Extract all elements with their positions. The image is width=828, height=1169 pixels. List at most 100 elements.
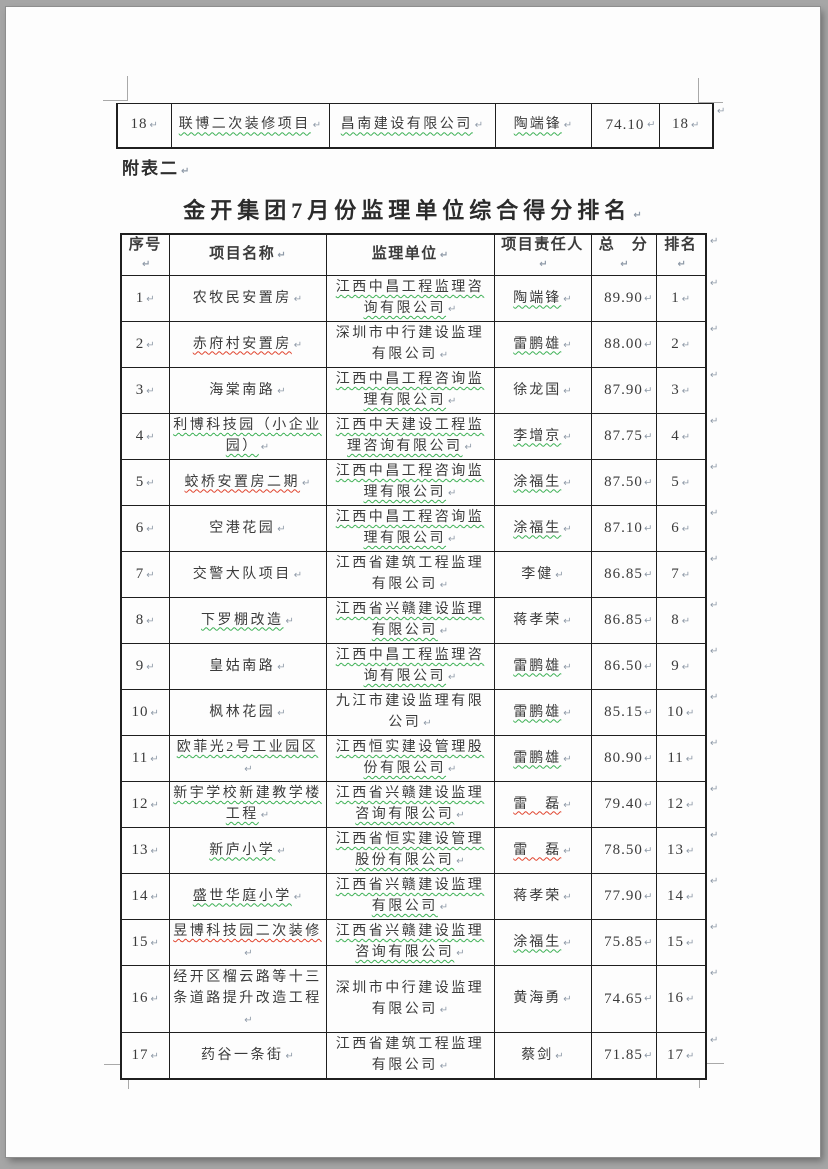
end-of-cell-mark: ↵ — [686, 994, 695, 1005]
cell-text: 黄海勇 — [513, 991, 562, 1006]
cell-text: 江西中昌工程咨询监理有限公司 — [335, 464, 485, 500]
cell-text: 空港花园 — [209, 520, 276, 536]
end-of-cell-mark: ↵ — [681, 661, 691, 673]
page-title: 金开集团7月份监理单位综合得分排名 — [183, 198, 632, 223]
cell-text: 李增京 — [513, 428, 562, 444]
cell-text: 1 — [671, 289, 680, 306]
end-of-cell-mark: ↵ — [563, 661, 572, 673]
end-of-cell-mark: ↵ — [439, 626, 449, 637]
end-of-cell-mark: ↵ — [644, 799, 653, 810]
cell-rank: 17 ↵ — [655, 1032, 707, 1080]
cell-seq: 14 ↵ — [120, 873, 170, 920]
end-of-cell-mark: ↵ — [150, 799, 159, 811]
document-title-line: 金开集团7月份监理单位综合得分排名 ↵ — [120, 193, 705, 225]
cell-score: 87.90 ↵ — [590, 367, 657, 414]
cell-text: 88.00 — [604, 336, 643, 352]
cell-text: 9 — [671, 657, 680, 674]
end-of-cell-mark: ↵ — [146, 569, 155, 581]
cell-text: 江西省兴赣建设监理咨询有限公司 — [335, 924, 485, 960]
table-row: 14 ↵ 盛世华庭小学 ↵ 江西省兴赣建设监理有限公司 ↵ 蒋孝荣 ↵ 77.90 ↵ 14 ↵ — [120, 873, 707, 920]
cell-text: 15 — [667, 933, 685, 950]
end-of-row-mark: ↵ — [710, 646, 719, 657]
cell-person: 蒋孝荣 ↵ — [493, 597, 592, 644]
cell-text: 新宇学校新建教学楼工程 — [173, 786, 322, 822]
cell-text: 74.65 — [604, 990, 643, 1007]
cell-text: 雷 磊 — [513, 796, 562, 812]
cell-score: 80.90 ↵ — [590, 735, 657, 782]
end-of-cell-mark: ↵ — [644, 477, 653, 488]
end-of-cell-mark: ↵ — [146, 523, 155, 535]
end-of-cell-mark: ↵ — [146, 293, 155, 305]
cell-text: 江西省建筑工程监理有限公司 — [335, 1037, 485, 1073]
cell-text: 10 — [131, 703, 149, 720]
cell-seq: 1 ↵ — [120, 275, 170, 322]
end-of-cell-mark: ↵ — [563, 994, 572, 1005]
end-of-cell-mark: ↵ — [456, 810, 465, 821]
cell-rank: 16 ↵ — [655, 965, 707, 1033]
end-of-cell-mark: ↵ — [464, 442, 473, 453]
end-of-cell-mark: ↵ — [686, 891, 695, 903]
cell-company: 江西省兴赣建设监理咨询有限公司 ↵ — [325, 781, 495, 828]
cell-score: 78.50 ↵ — [590, 827, 657, 874]
cell-project: 联博二次装修项目 ↵ — [170, 103, 330, 148]
paragraph-mark: ↵ — [633, 210, 642, 221]
table-row: 5 ↵ 蛟桥安置房二期 ↵ 江西中昌工程咨询监理有限公司 ↵ 涂福生 ↵ 87.50 ↵ 5 ↵ — [120, 459, 707, 506]
cell-text: 5 — [135, 473, 145, 490]
end-of-row-mark: ↵ — [710, 876, 719, 887]
end-of-cell-mark: ↵ — [647, 119, 656, 131]
cell-text: 雷鹏雄 — [513, 750, 562, 766]
cell-score: 74.65 ↵ — [590, 965, 657, 1033]
cell-text: 71.85 — [604, 1047, 643, 1063]
cell-seq: 6 ↵ — [120, 505, 170, 552]
end-of-cell-mark: ↵ — [448, 488, 457, 499]
cell-person: 涂福生 ↵ — [493, 505, 592, 552]
cell-project: 昱博科技园二次装修 ↵ — [168, 919, 327, 966]
cell-text: 涂福生 — [513, 474, 562, 490]
cell-text: 87.90 — [604, 382, 643, 398]
cell-text: 深圳市中行建设监理有限公司 — [335, 980, 485, 1017]
cell-company: 深圳市中行建设监理有限公司 ↵ — [325, 321, 495, 368]
cell-text: 深圳市中行建设监理有限公司 — [335, 326, 485, 362]
cell-text: 农牧民安置房 — [192, 290, 292, 306]
cell-rank: 1 ↵ — [655, 275, 707, 322]
cell-text: 2 — [135, 335, 145, 352]
cell-text: 联博二次装修项目 — [178, 117, 311, 133]
end-of-cell-mark: ↵ — [146, 339, 155, 351]
column-header: 项目责任人 ↵ — [493, 233, 592, 276]
end-of-cell-mark: ↵ — [563, 431, 572, 443]
end-of-cell-mark: ↵ — [644, 1050, 653, 1061]
table-row: 7 ↵ 交警大队项目 ↵ 江西省建筑工程监理有限公司 ↵ 李健 ↵ 86.85 ↵ 7 ↵ — [120, 551, 707, 598]
end-of-cell-mark: ↵ — [474, 120, 484, 132]
end-of-cell-mark: ↵ — [146, 661, 155, 673]
cell-project: 盛世华庭小学 ↵ — [168, 873, 327, 920]
cell-seq: 2 ↵ — [120, 321, 170, 368]
end-of-cell-mark: ↵ — [644, 431, 653, 442]
end-of-cell-mark: ↵ — [539, 259, 548, 270]
end-of-cell-mark: ↵ — [244, 764, 253, 775]
cell-text: 4 — [135, 427, 145, 444]
cell-text: 11 — [667, 749, 684, 766]
end-of-cell-mark: ↵ — [456, 948, 465, 959]
end-of-cell-mark: ↵ — [150, 1050, 159, 1062]
prev-table-body: 18 ↵ 联博二次装修项目 ↵ 昌南建设有限公司 ↵ 陶端锋 ↵ 74.10 ↵ 18 ↵ — [116, 103, 714, 148]
cell-text: 江西恒实建设管理股份有限公司 — [335, 740, 485, 776]
cell-project: 新宇学校新建教学楼工程 ↵ — [168, 781, 327, 828]
cell-person: 徐龙国 ↵ — [493, 367, 592, 414]
cell-seq: 13 ↵ — [120, 827, 170, 874]
column-header-text: 排名 — [664, 237, 698, 253]
end-of-cell-mark: ↵ — [563, 753, 572, 765]
end-of-cell-mark: ↵ — [448, 534, 457, 545]
end-of-cell-mark: ↵ — [563, 523, 572, 535]
cell-text: 雷鹏雄 — [513, 336, 562, 352]
cell-person: 雷 磊 ↵ — [493, 781, 592, 828]
cell-person: 黄海勇 ↵ — [493, 965, 592, 1033]
cell-project: 蛟桥安置房二期 ↵ — [168, 459, 327, 506]
cell-score: 87.50 ↵ — [590, 459, 657, 506]
cell-rank: 18 ↵ — [658, 103, 714, 148]
end-of-cell-mark: ↵ — [644, 753, 653, 764]
cell-text: 新庐小学 — [209, 842, 276, 858]
document-page[interactable]: 18 ↵ 联博二次装修项目 ↵ 昌南建设有限公司 ↵ 陶端锋 ↵ 74.10 ↵ 18 ↵ 附表二 ↵ … — [6, 7, 820, 1157]
cell-company: 昌南建设有限公司 ↵ — [328, 103, 496, 148]
appendix-label: 附表二 — [122, 159, 179, 178]
cell-company: 江西恒实建设管理股份有限公司 ↵ — [325, 735, 495, 782]
